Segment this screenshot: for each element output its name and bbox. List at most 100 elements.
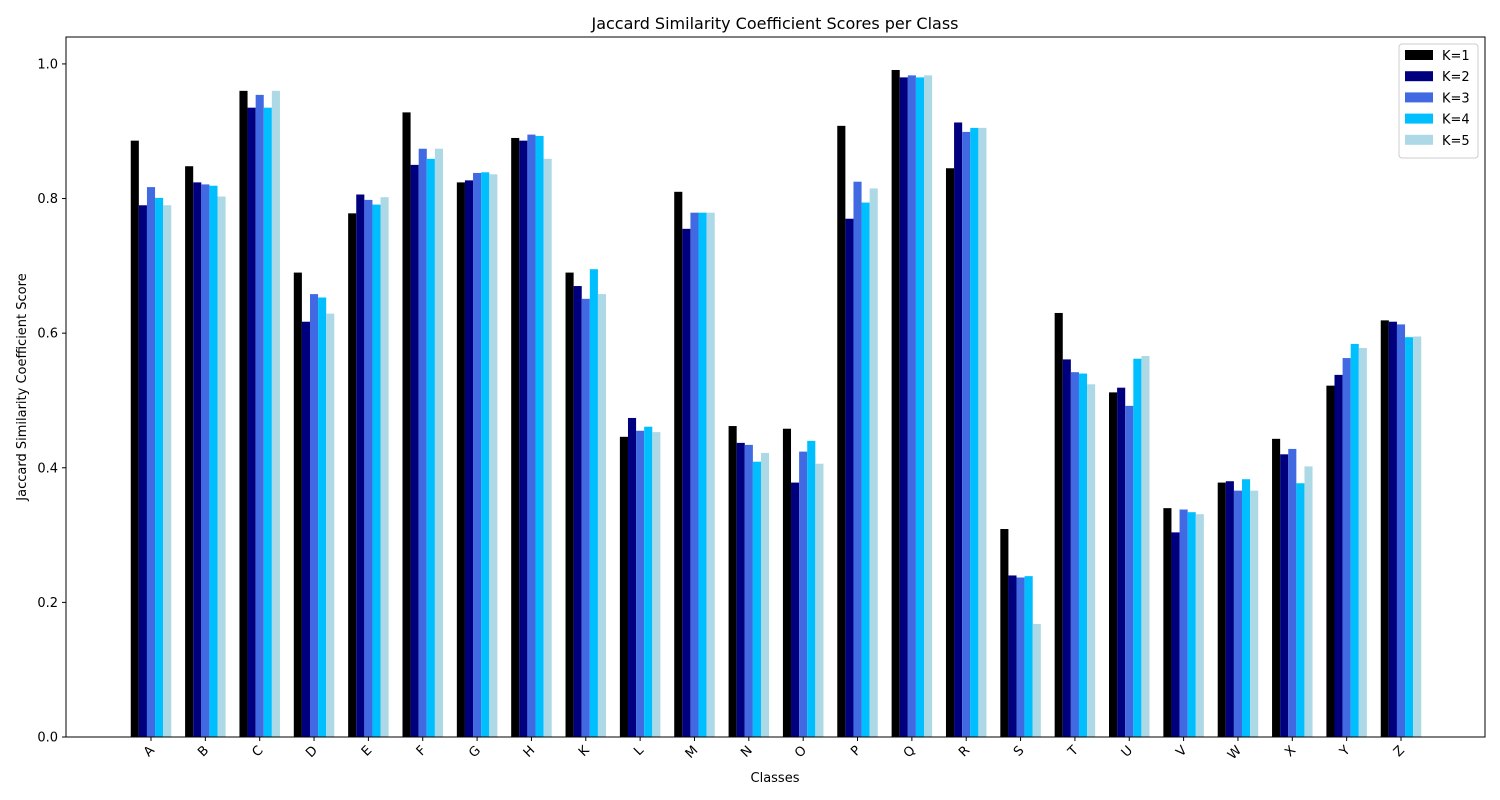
bar-O-series-2 [791,482,800,737]
legend-swatch [1405,134,1433,145]
bar-D-series-1 [293,272,302,737]
x-tick-label: G [466,743,484,761]
legend-label: K=3 [1442,91,1470,106]
bar-D-series-2 [301,321,310,737]
bar-G-series-2 [464,180,474,737]
x-tick-label: S [1011,743,1027,759]
bar-G-series-4 [481,172,490,738]
bar-S-series-1 [1000,529,1009,737]
bar-E-series-4 [372,204,381,738]
bar-K-series-4 [589,269,598,737]
bar-U-series-5 [1141,356,1150,737]
bar-L-series-2 [627,417,637,737]
bar-C-series-2 [247,107,256,738]
bar-Q-series-4 [915,77,925,737]
bar-M-series-2 [682,228,691,737]
bar-X-series-3 [1288,448,1297,737]
bar-R-series-1 [945,168,955,737]
legend: K=1 K=2 K=3 K=4 K=5 [1398,43,1479,159]
x-axis-label: Classes [751,771,800,786]
bar-K-series-2 [573,286,582,737]
bar-A-series-3 [146,187,156,738]
bar-S-series-4 [1024,576,1033,737]
bar-M-series-3 [690,212,699,738]
x-tick-label: K [576,743,593,760]
plot-frame [65,36,1486,738]
x-tick-label: F [414,743,430,759]
bar-F-series-2 [410,164,419,737]
bar-C-series-3 [255,94,264,737]
bar-P-series-3 [853,181,862,737]
bar-X-series-2 [1280,454,1289,737]
bar-D-series-4 [318,297,327,737]
bar-Q-series-2 [899,77,908,737]
bar-C-series-5 [271,90,280,738]
bar-E-series-5 [380,197,389,737]
bar-P-series-5 [869,188,878,737]
bar-O-series-3 [799,451,808,737]
bar-D-series-5 [326,313,335,737]
bar-Z-series-3 [1396,324,1406,737]
bar-E-series-1 [348,213,357,738]
y-tick-label: 0.4 [37,461,58,476]
bar-X-series-5 [1304,466,1313,737]
x-tick-label: M [683,743,702,762]
y-tick-label: 0.8 [37,192,58,207]
bar-N-series-3 [744,444,753,737]
bar-R-series-5 [978,127,987,738]
bar-Y-series-3 [1342,358,1351,737]
bar-V-series-2 [1171,532,1180,737]
bar-W-series-2 [1225,481,1234,737]
bar-W-series-1 [1217,482,1226,737]
bar-B-series-2 [193,182,202,737]
bar-F-series-3 [418,148,427,738]
bar-O-series-5 [815,463,824,737]
bar-G-series-1 [456,182,465,737]
x-tick-label: U [1119,743,1136,760]
bar-F-series-5 [434,148,443,738]
bar-T-series-1 [1054,312,1063,737]
bar-O-series-4 [807,440,816,737]
y-tick-label: 0.2 [37,596,58,611]
bar-W-series-5 [1250,490,1259,737]
legend-swatch [1405,92,1433,103]
bar-T-series-3 [1070,372,1079,737]
bar-G-series-3 [473,172,482,737]
bar-X-series-1 [1272,438,1281,737]
bar-S-series-3 [1016,577,1025,737]
bar-Y-series-2 [1334,374,1343,737]
bar-B-series-4 [209,185,218,737]
bar-F-series-1 [402,112,411,737]
bar-K-series-1 [565,272,574,737]
bar-L-series-3 [636,430,645,737]
x-tick-label: Z [1391,743,1408,760]
bar-W-series-4 [1242,479,1251,737]
bar-P-series-2 [845,218,854,738]
bar-H-series-4 [535,135,544,737]
bar-M-series-4 [698,212,707,738]
chart-title: Jaccard Similarity Coefficient Scores pe… [590,14,958,33]
x-tick-label: H [521,743,539,761]
bar-G-series-5 [489,174,498,737]
bar-B-series-5 [217,196,226,737]
x-tick-label: T [1065,743,1082,760]
x-tick-label: P [848,743,864,759]
x-tick-label: V [1174,743,1191,760]
x-tick-label: D [303,743,321,761]
x-tick-label: L [631,743,647,759]
bar-Z-series-2 [1388,321,1397,737]
bar-H-series-1 [511,137,520,737]
bar-T-series-5 [1087,384,1096,737]
bar-W-series-3 [1233,490,1243,737]
bar-S-series-2 [1008,575,1017,737]
bar-H-series-3 [527,134,536,738]
bar-A-series-4 [155,197,164,737]
y-tick-label: 1.0 [37,57,58,72]
bar-V-series-1 [1163,508,1172,737]
x-tick-label: B [195,743,212,760]
x-tick-label: N [738,743,755,760]
bar-M-series-5 [706,212,715,738]
bar-Y-series-1 [1326,385,1335,737]
